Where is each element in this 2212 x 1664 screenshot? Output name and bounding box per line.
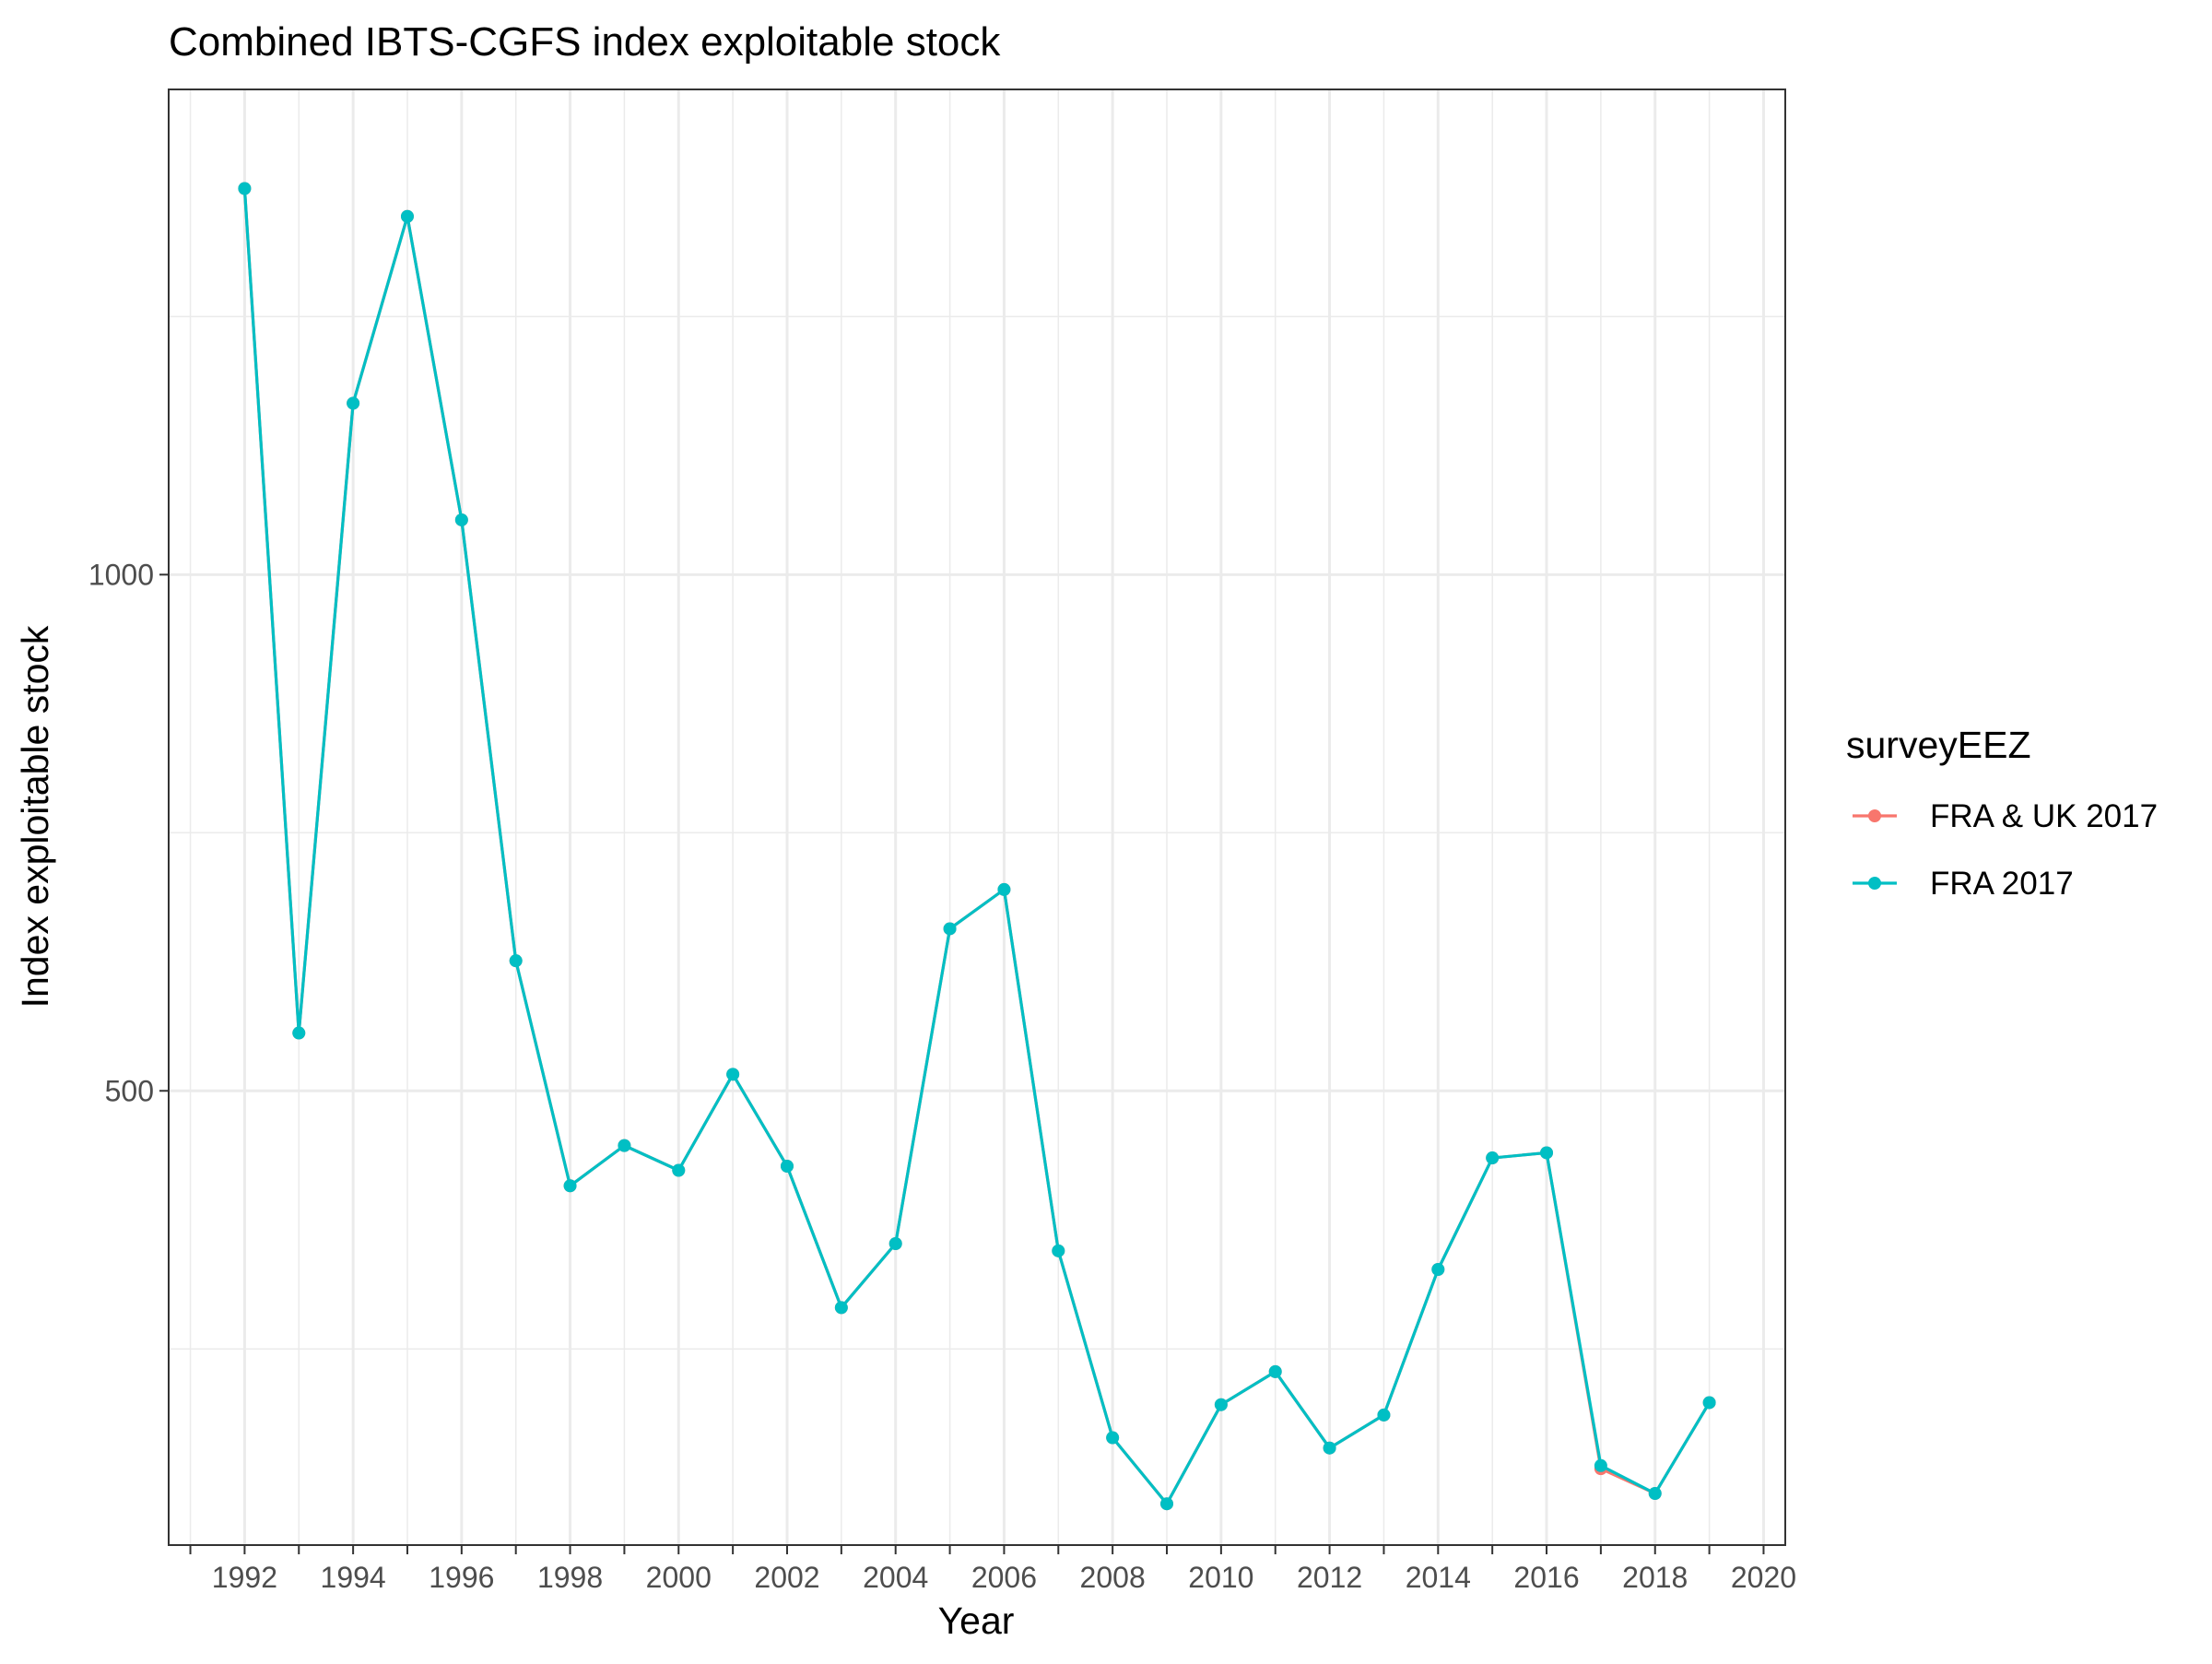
x-tick-label: 1998 xyxy=(537,1561,603,1594)
data-point xyxy=(997,882,1011,896)
data-point xyxy=(1486,1151,1500,1165)
x-tick-label: 2004 xyxy=(863,1561,928,1594)
axes: 1992 1994 1996 1998 2000 2002 2004 2006 2008 2010… xyxy=(88,558,1796,1594)
x-tick-label: 1992 xyxy=(212,1561,277,1594)
x-tick-label: 2016 xyxy=(1513,1561,1579,1594)
data-point xyxy=(888,1237,902,1251)
data-point xyxy=(347,396,360,410)
x-tick-label: 2012 xyxy=(1297,1561,1362,1594)
data-point xyxy=(1214,1398,1228,1411)
legend-label: FRA 2017 xyxy=(1930,866,2074,902)
data-point xyxy=(1377,1408,1391,1422)
x-axis-title: Year xyxy=(938,1599,1015,1642)
x-tick-label: 2020 xyxy=(1731,1561,1796,1594)
data-point xyxy=(400,209,414,223)
x-tick-label: 2000 xyxy=(646,1561,712,1594)
series-fra-2017 xyxy=(238,182,1716,1511)
data-point xyxy=(1648,1487,1662,1501)
data-point xyxy=(292,1026,306,1040)
x-tick-label: 2008 xyxy=(1080,1561,1146,1594)
panel-border xyxy=(168,89,1786,1546)
data-point xyxy=(1268,1364,1282,1378)
data-point xyxy=(834,1301,848,1315)
chart-title: Combined IBTS-CGFS index exploitable sto… xyxy=(169,19,1001,65)
y-tick-label: 500 xyxy=(105,1074,154,1107)
y-tick-label: 1000 xyxy=(88,558,154,591)
legend-label: FRA & UK 2017 xyxy=(1930,798,2158,834)
series-layer xyxy=(238,182,1716,1511)
data-point xyxy=(509,954,523,968)
x-tick-label: 2010 xyxy=(1188,1561,1253,1594)
data-point xyxy=(943,922,957,936)
x-tick-label: 2018 xyxy=(1622,1561,1688,1594)
legend-item: FRA & UK 2017 xyxy=(1853,798,2158,834)
data-point xyxy=(618,1139,631,1152)
x-tick-label: 1996 xyxy=(429,1561,494,1594)
data-point xyxy=(780,1160,794,1174)
legend-item: FRA 2017 xyxy=(1853,866,2074,902)
x-tick-label: 2014 xyxy=(1406,1561,1471,1594)
legend-title: surveyEEZ xyxy=(1846,724,2031,766)
series-line xyxy=(242,188,1711,1505)
x-tick-label: 2002 xyxy=(754,1561,819,1594)
data-point xyxy=(1052,1244,1065,1257)
data-point xyxy=(672,1163,686,1177)
x-tick-label: 1994 xyxy=(321,1561,386,1594)
data-point xyxy=(454,513,468,526)
data-point xyxy=(726,1068,740,1081)
data-point xyxy=(1540,1146,1554,1160)
series-line xyxy=(242,188,1711,1505)
series-fra-uk-2017 xyxy=(238,182,1716,1511)
data-point xyxy=(1106,1431,1120,1445)
x-tick-label: 2006 xyxy=(971,1561,1037,1594)
y-axis-title: Index exploitable stock xyxy=(14,625,56,1008)
legend: surveyEEZ FRA & UK 2017 FRA 2017 xyxy=(1846,724,2158,902)
data-point xyxy=(1702,1396,1716,1410)
data-point xyxy=(238,182,252,195)
legend-key-point xyxy=(1868,877,1881,890)
data-point xyxy=(1160,1497,1174,1511)
data-point xyxy=(1431,1262,1445,1276)
data-point xyxy=(1594,1458,1607,1472)
data-point xyxy=(1323,1441,1336,1455)
legend-key-point xyxy=(1868,809,1881,822)
grid xyxy=(169,89,1785,1545)
data-point xyxy=(563,1179,577,1193)
